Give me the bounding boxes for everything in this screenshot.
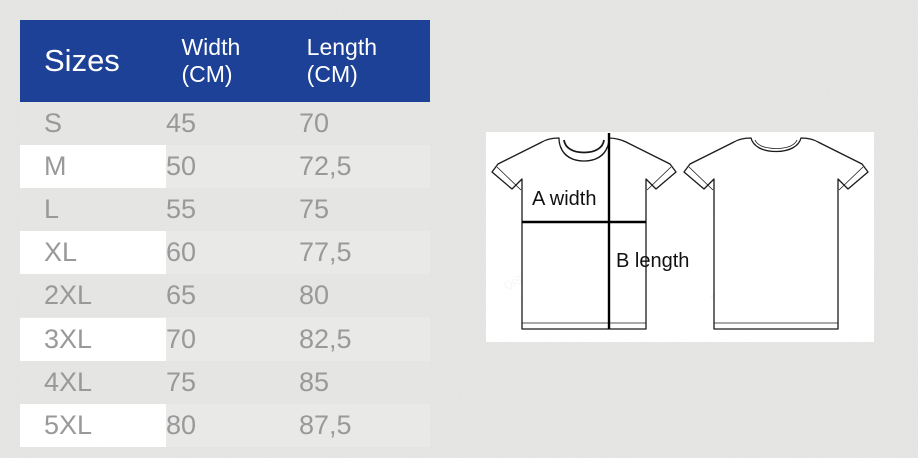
svg-text:A width: A width bbox=[532, 188, 596, 210]
svg-text:B length: B length bbox=[616, 250, 689, 272]
